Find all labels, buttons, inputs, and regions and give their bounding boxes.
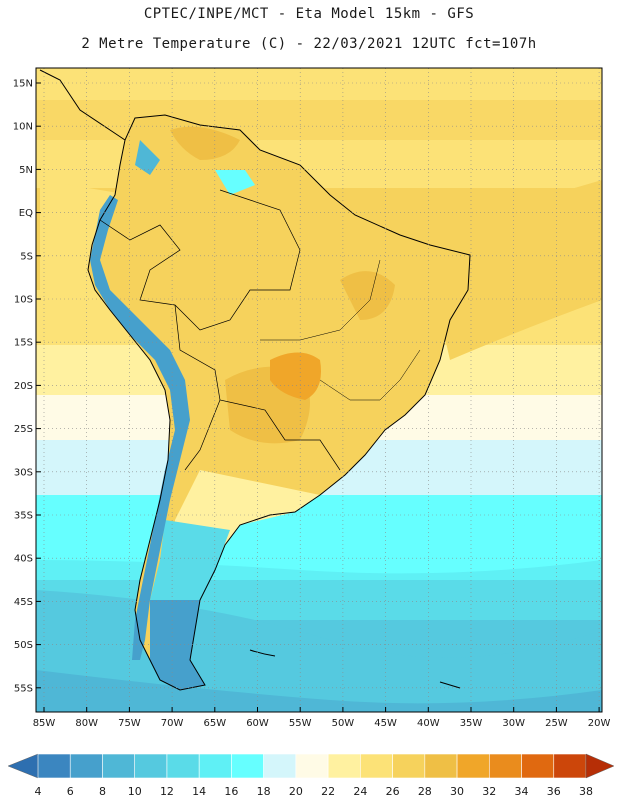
lon-label: 60W [246,718,269,729]
colorbar-tick-label: 12 [160,785,174,798]
lon-label: 40W [417,718,440,729]
colorbar-tick-label: 4 [35,785,42,798]
lat-label: 30S [14,467,33,478]
colorbar-segment [37,753,71,779]
lon-label: 25W [545,718,568,729]
colorbar-tick-label: 14 [192,785,206,798]
colorbar-segment [424,753,458,779]
map-frame [35,67,603,713]
longitude-labels: 85W 80W 75W 70W 65W 60W 55W 50W 45W 40W 35W 30W 25W 2… [33,707,611,729]
colorbar-tick-label: 16 [224,785,238,798]
lon-label: 20W [588,718,611,729]
colorbar-tick-label: 22 [321,785,335,798]
lon-label: 45W [374,718,397,729]
colorbar-segment [69,753,103,779]
andes-cold-ridge [90,195,190,660]
colorbar-segment [392,753,426,779]
lat-label: 10N [13,122,33,133]
colorbar-low-arrow [7,753,39,779]
colorbar-tick-label: 8 [99,785,106,798]
colorbar-segment [134,753,168,779]
colorbar-tick-label: 34 [515,785,529,798]
temperature-field [36,68,602,712]
colorbar-segment [198,753,232,779]
colorbar-tick-label: 18 [257,785,271,798]
colorbar-segment [521,753,555,779]
lat-label: 35S [14,511,33,522]
colorbar-tick-label: 6 [67,785,74,798]
colorbar-tick-label: 32 [482,785,496,798]
map-title: CPTEC/INPE/MCT - Eta Model 15km - GFS [143,6,475,22]
colorbar-segment [456,753,490,779]
lat-label: 5S [20,251,33,262]
colorbar-tick-label: 10 [128,785,142,798]
colorbar-segment [553,753,587,779]
latitude-labels: 15N 10N 5N EQ 5S 10S 15S 20S 25S 30S 35S 40S 45S 50S 5… [13,79,41,694]
colorbar-tick-label: 24 [353,785,367,798]
lon-label: 35W [460,718,483,729]
lat-label: 20S [14,381,33,392]
lat-label: 50S [14,640,33,651]
lat-label: 45S [14,597,33,608]
lat-lon-grid [36,68,602,712]
lat-label: 15S [14,338,33,349]
lat-label: 5N [19,165,33,176]
lat-label: 55S [14,683,33,694]
colorbar-segment [488,753,522,779]
map-subtitle: 2 Metre Temperature (C) - 22/03/2021 12U… [81,36,537,52]
lon-label: 50W [332,718,355,729]
colorbar-tick-label: 20 [289,785,303,798]
lat-label: 40S [14,554,33,565]
colorbar-segment [263,753,297,779]
colorbar-segment [231,753,264,779]
lat-label: 15N [13,79,33,90]
colorbar-tick-labels: 4 6 8 10 12 14 16 18 20 22 24 26 28 30 32 34 36 38 [35,785,594,798]
colorbar-tick-label: 28 [418,785,432,798]
lon-label: 70W [161,718,184,729]
lon-label: 55W [289,718,312,729]
colorbar-high-arrow [585,753,615,779]
colorbar-tick-label: 26 [386,785,400,798]
colorbar-segment [102,753,136,779]
colorbar-segment [295,753,329,779]
colorbar-segment [166,753,200,779]
colorbar-segment [360,753,393,779]
lon-label: 75W [118,718,141,729]
colorbar-tick-label: 36 [547,785,561,798]
lon-label: 85W [33,718,56,729]
lat-label: 25S [14,424,33,435]
colorbar-tick-label: 30 [450,785,464,798]
lon-label: 65W [203,718,226,729]
lon-label: 30W [502,718,525,729]
colorbar-tick-label: 38 [579,785,593,798]
colorbar-segment [327,753,361,779]
lat-label: EQ [19,208,33,219]
colorbar [7,753,615,779]
lat-label: 10S [14,295,33,306]
lon-label: 80W [75,718,98,729]
